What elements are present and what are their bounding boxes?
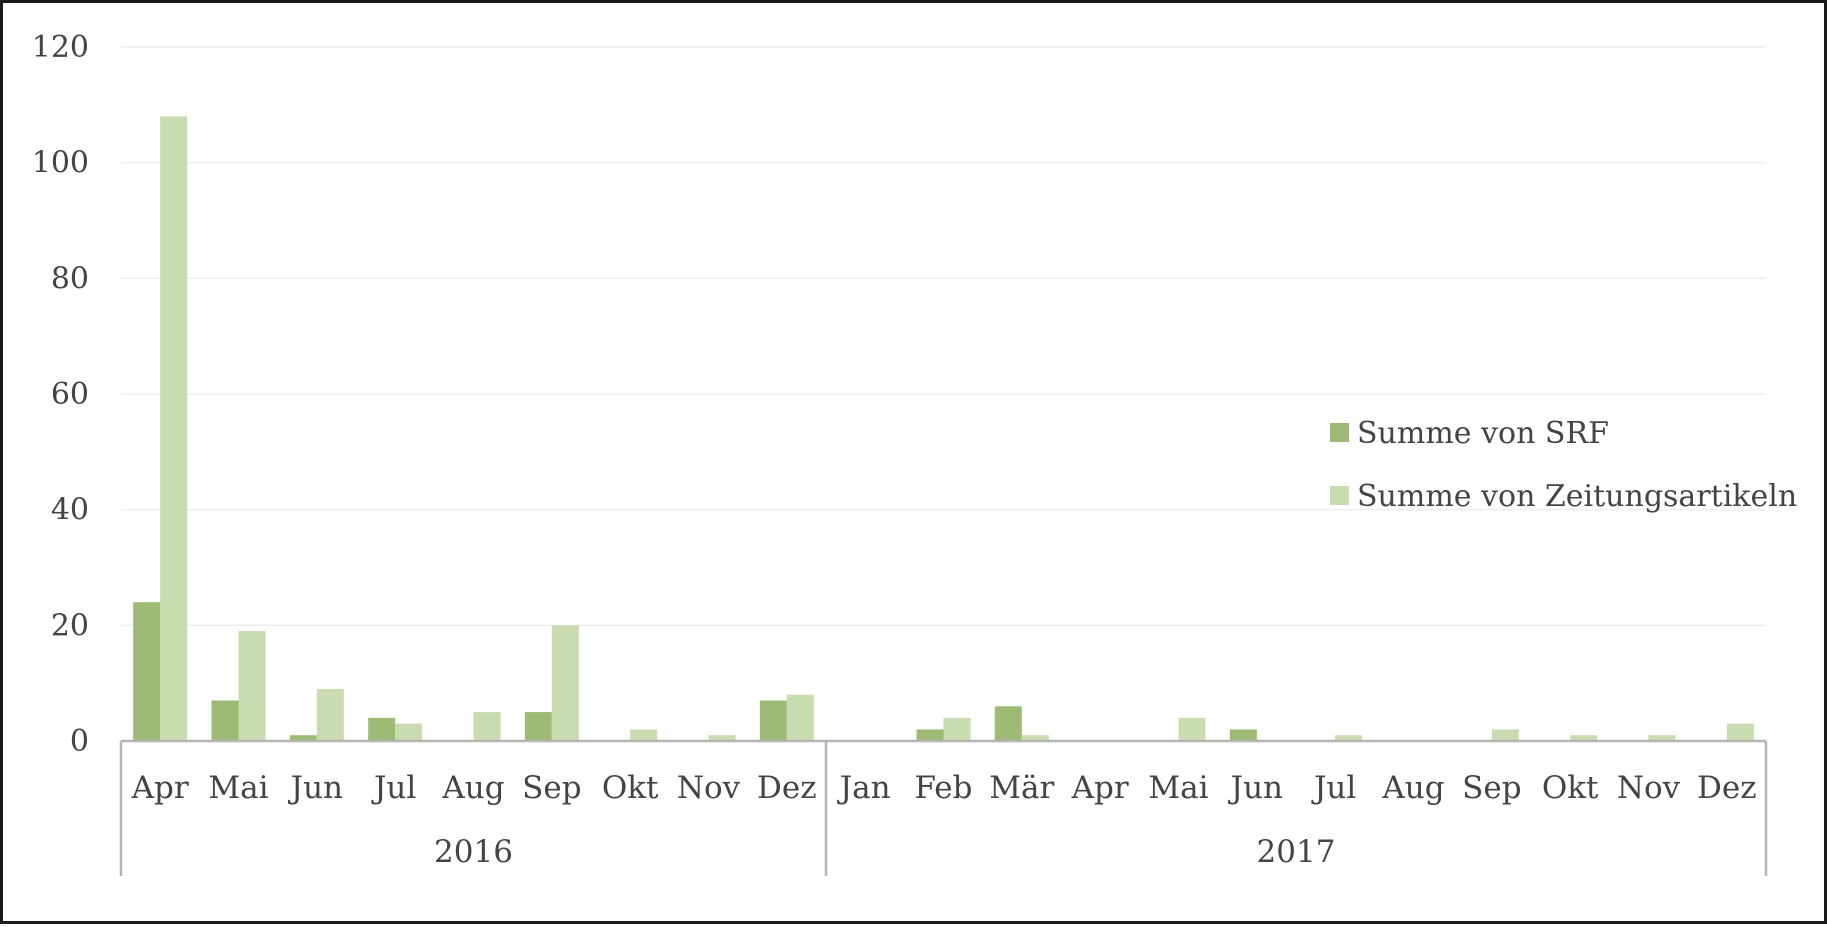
- gridlines: [121, 46, 1766, 627]
- legend-swatch-zeitungsartikel: [1330, 486, 1349, 505]
- bar-srf: [133, 602, 161, 741]
- bar-zeitungsartikel: [1491, 729, 1519, 741]
- bars: [133, 116, 1754, 741]
- x-tick-label: Nov: [677, 770, 741, 806]
- x-tick-label: Apr: [131, 770, 189, 806]
- bar-srf: [1229, 729, 1257, 741]
- x-tick-label: Dez: [757, 770, 817, 806]
- bar-zeitungsartikel: [943, 717, 971, 741]
- x-axis-group-labels: 2016 2017: [434, 834, 1335, 870]
- bar-srf: [289, 735, 317, 741]
- x-tick-label: Sep: [522, 770, 581, 806]
- y-tick-label: 0: [70, 724, 89, 759]
- x-group-label: 2017: [1257, 834, 1336, 870]
- x-tick-label: Mai: [208, 770, 268, 806]
- bar-zeitungsartikel: [238, 631, 266, 741]
- x-tick-label: Mai: [1148, 770, 1208, 806]
- y-axis-tick-labels: 0 20 40 60 80 100 120: [32, 30, 89, 759]
- bar-zeitungsartikel: [160, 116, 188, 741]
- x-tick-label: Okt: [602, 770, 659, 806]
- bar-zeitungsartikel: [1335, 735, 1363, 741]
- bar-zeitungsartikel: [316, 688, 344, 741]
- x-tick-label: Sep: [1462, 770, 1521, 806]
- x-tick-label: Apr: [1071, 770, 1129, 806]
- y-tick-label: 40: [51, 493, 89, 528]
- x-tick-label: Aug: [1381, 770, 1444, 806]
- legend: Summe von SRF Summe von Zeitungsartikeln: [1330, 416, 1797, 514]
- bar-zeitungsartikel: [473, 712, 501, 741]
- x-tick-label: Jul: [1311, 770, 1356, 806]
- y-tick-label: 60: [51, 377, 89, 412]
- y-tick-label: 120: [32, 30, 89, 65]
- bar-zeitungsartikel: [630, 729, 658, 741]
- bar-zeitungsartikel: [1021, 735, 1049, 741]
- legend-label-zeitungsartikel: Summe von Zeitungsartikeln: [1357, 479, 1797, 514]
- bar-zeitungsartikel: [1178, 717, 1206, 741]
- legend-label-srf: Summe von SRF: [1357, 416, 1609, 451]
- x-tick-label: Dez: [1697, 770, 1757, 806]
- bar-srf: [994, 706, 1022, 741]
- y-tick-label: 80: [51, 261, 89, 296]
- x-tick-label: Jan: [837, 770, 891, 806]
- y-tick-label: 20: [51, 608, 89, 643]
- bar-srf: [211, 700, 239, 741]
- x-tick-label: Jun: [1228, 770, 1283, 806]
- x-tick-label: Jul: [371, 770, 416, 806]
- bar-zeitungsartikel: [786, 694, 814, 741]
- x-axis: [119, 739, 1768, 876]
- bar-zeitungsartikel: [1726, 723, 1754, 741]
- bar-zeitungsartikel: [708, 735, 736, 741]
- bar-zeitungsartikel: [1648, 735, 1676, 741]
- x-tick-label: Jun: [288, 770, 343, 806]
- bar-srf: [759, 700, 787, 741]
- bar-zeitungsartikel: [1570, 735, 1598, 741]
- x-tick-label: Mär: [989, 770, 1054, 806]
- x-axis-category-labels: Apr Mai Jun Jul Aug Sep Okt Nov Dez Jan Feb Mär Apr M…: [131, 770, 1757, 806]
- x-group-label: 2016: [434, 834, 513, 870]
- x-tick-label: Nov: [1617, 770, 1681, 806]
- bar-zeitungsartikel: [395, 723, 423, 741]
- bar-chart: 0 20 40 60 80 100 120 Apr Mai Jun Jul Aug Sep Okt Nov…: [32, 30, 1797, 876]
- x-tick-label: Okt: [1542, 770, 1599, 806]
- bar-srf: [524, 712, 552, 741]
- x-tick-label: Feb: [914, 770, 972, 806]
- bar-srf: [368, 717, 396, 741]
- x-tick-label: Aug: [441, 770, 504, 806]
- legend-swatch-srf: [1330, 423, 1349, 442]
- bar-srf: [916, 729, 944, 741]
- bar-zeitungsartikel: [551, 625, 579, 741]
- y-tick-label: 100: [32, 146, 89, 181]
